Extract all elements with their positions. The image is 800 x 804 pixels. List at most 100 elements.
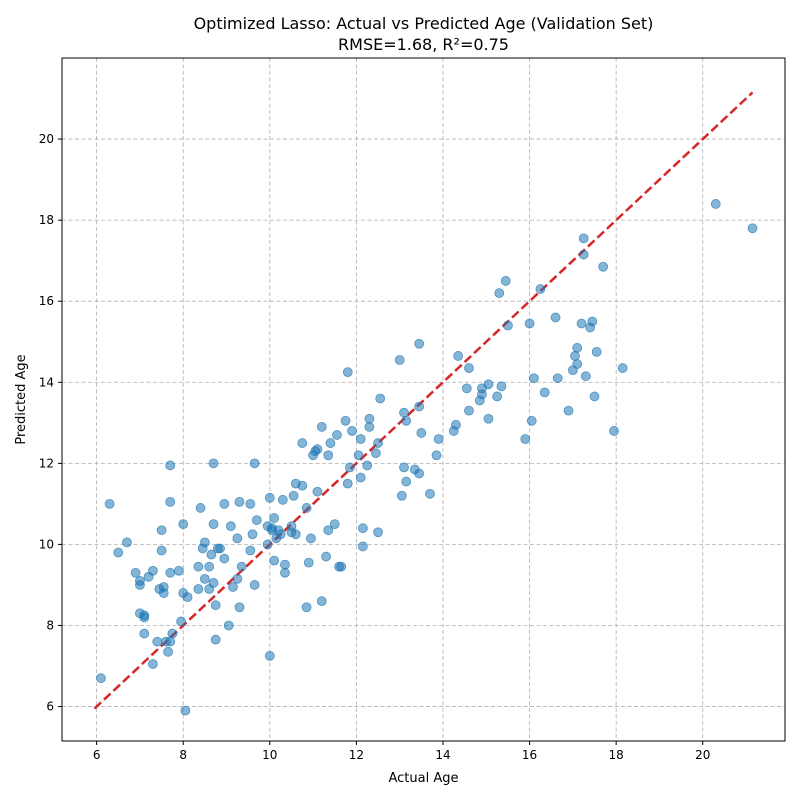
- y-axis-label: Predicted Age: [14, 354, 29, 444]
- data-point: [396, 490, 407, 501]
- data-point: [297, 480, 308, 491]
- data-point: [526, 415, 537, 426]
- chart-title: Optimized Lasso: Actual vs Predicted Age…: [194, 14, 654, 33]
- x-tick-label: 12: [349, 748, 364, 762]
- data-point: [357, 541, 368, 552]
- data-point: [347, 426, 357, 436]
- data-point: [262, 539, 273, 550]
- grid-lines: [62, 58, 785, 741]
- y-tick-label: 16: [39, 294, 54, 308]
- data-point: [165, 636, 176, 647]
- data-point: [245, 545, 256, 556]
- data-point: [288, 490, 299, 501]
- data-point: [223, 620, 234, 631]
- data-point: [747, 223, 758, 234]
- data-point: [210, 600, 221, 611]
- data-point: [245, 498, 256, 509]
- data-point: [399, 407, 409, 418]
- data-point: [249, 458, 260, 469]
- data-point: [342, 478, 353, 489]
- data-point: [301, 503, 312, 513]
- data-point: [451, 419, 461, 430]
- data-point: [264, 650, 275, 661]
- x-tick-label: 14: [435, 748, 450, 762]
- data-point: [301, 602, 312, 613]
- y-tick-label: 14: [39, 375, 54, 389]
- data-point: [355, 434, 366, 444]
- data-point: [251, 515, 262, 525]
- x-tick-label: 6: [93, 748, 101, 762]
- data-point: [167, 628, 178, 639]
- data-point: [399, 462, 409, 473]
- reference-line-layer: [93, 91, 754, 710]
- y-axis-ticks: 6 8 10 12 14 16 18 20: [39, 132, 62, 714]
- y-tick-label: 20: [39, 132, 54, 146]
- data-point: [362, 460, 373, 471]
- x-tick-label: 10: [262, 748, 277, 762]
- data-point: [375, 393, 386, 404]
- data-point: [401, 415, 412, 426]
- data-point: [570, 351, 580, 361]
- data-point: [539, 387, 550, 398]
- data-point: [373, 527, 383, 538]
- data-point: [280, 567, 290, 578]
- data-point: [269, 513, 280, 523]
- data-point: [414, 338, 425, 349]
- data-point: [225, 521, 236, 532]
- data-point: [483, 413, 494, 424]
- data-point: [578, 233, 589, 244]
- data-point: [453, 351, 464, 361]
- data-point: [195, 503, 206, 513]
- data-point: [355, 472, 366, 483]
- y-tick-label: 6: [46, 700, 54, 714]
- data-point: [199, 573, 210, 584]
- data-point: [297, 438, 308, 448]
- data-point: [152, 636, 163, 647]
- data-point: [219, 553, 230, 564]
- data-point: [236, 561, 247, 572]
- data-point: [342, 367, 353, 378]
- data-point: [249, 580, 260, 590]
- data-point: [234, 602, 245, 613]
- data-point: [710, 199, 721, 209]
- chart-subtitle: RMSE=1.68, R²=0.75: [338, 35, 509, 54]
- data-point: [280, 559, 290, 570]
- data-point: [156, 525, 167, 536]
- data-point: [464, 363, 474, 373]
- data-point: [269, 555, 280, 566]
- data-point: [104, 498, 115, 509]
- data-point: [156, 545, 167, 556]
- data-point: [303, 557, 314, 568]
- data-point: [215, 543, 225, 554]
- data-point: [193, 561, 204, 572]
- data-point: [591, 346, 602, 357]
- data-point: [589, 391, 600, 402]
- data-point: [178, 519, 189, 530]
- x-tick-label: 8: [179, 748, 187, 762]
- data-point: [503, 320, 513, 331]
- data-point: [325, 438, 336, 448]
- data-point: [234, 496, 245, 507]
- data-point: [492, 391, 502, 402]
- data-point: [414, 468, 425, 479]
- data-point: [572, 342, 583, 353]
- data-point: [416, 428, 427, 438]
- data-point: [332, 430, 342, 440]
- data-point: [353, 450, 364, 461]
- data-point: [312, 444, 323, 455]
- data-point: [306, 533, 316, 544]
- data-point: [165, 496, 176, 507]
- data-point: [414, 401, 425, 412]
- data-point: [373, 438, 383, 448]
- data-point: [208, 458, 219, 469]
- data-point: [122, 537, 132, 548]
- data-point: [323, 450, 334, 461]
- data-point: [425, 488, 435, 499]
- data-point: [357, 523, 368, 534]
- data-point: [264, 492, 275, 503]
- data-point: [139, 612, 150, 623]
- data-point: [232, 533, 243, 544]
- data-point: [576, 318, 587, 329]
- reference-line: [93, 91, 754, 710]
